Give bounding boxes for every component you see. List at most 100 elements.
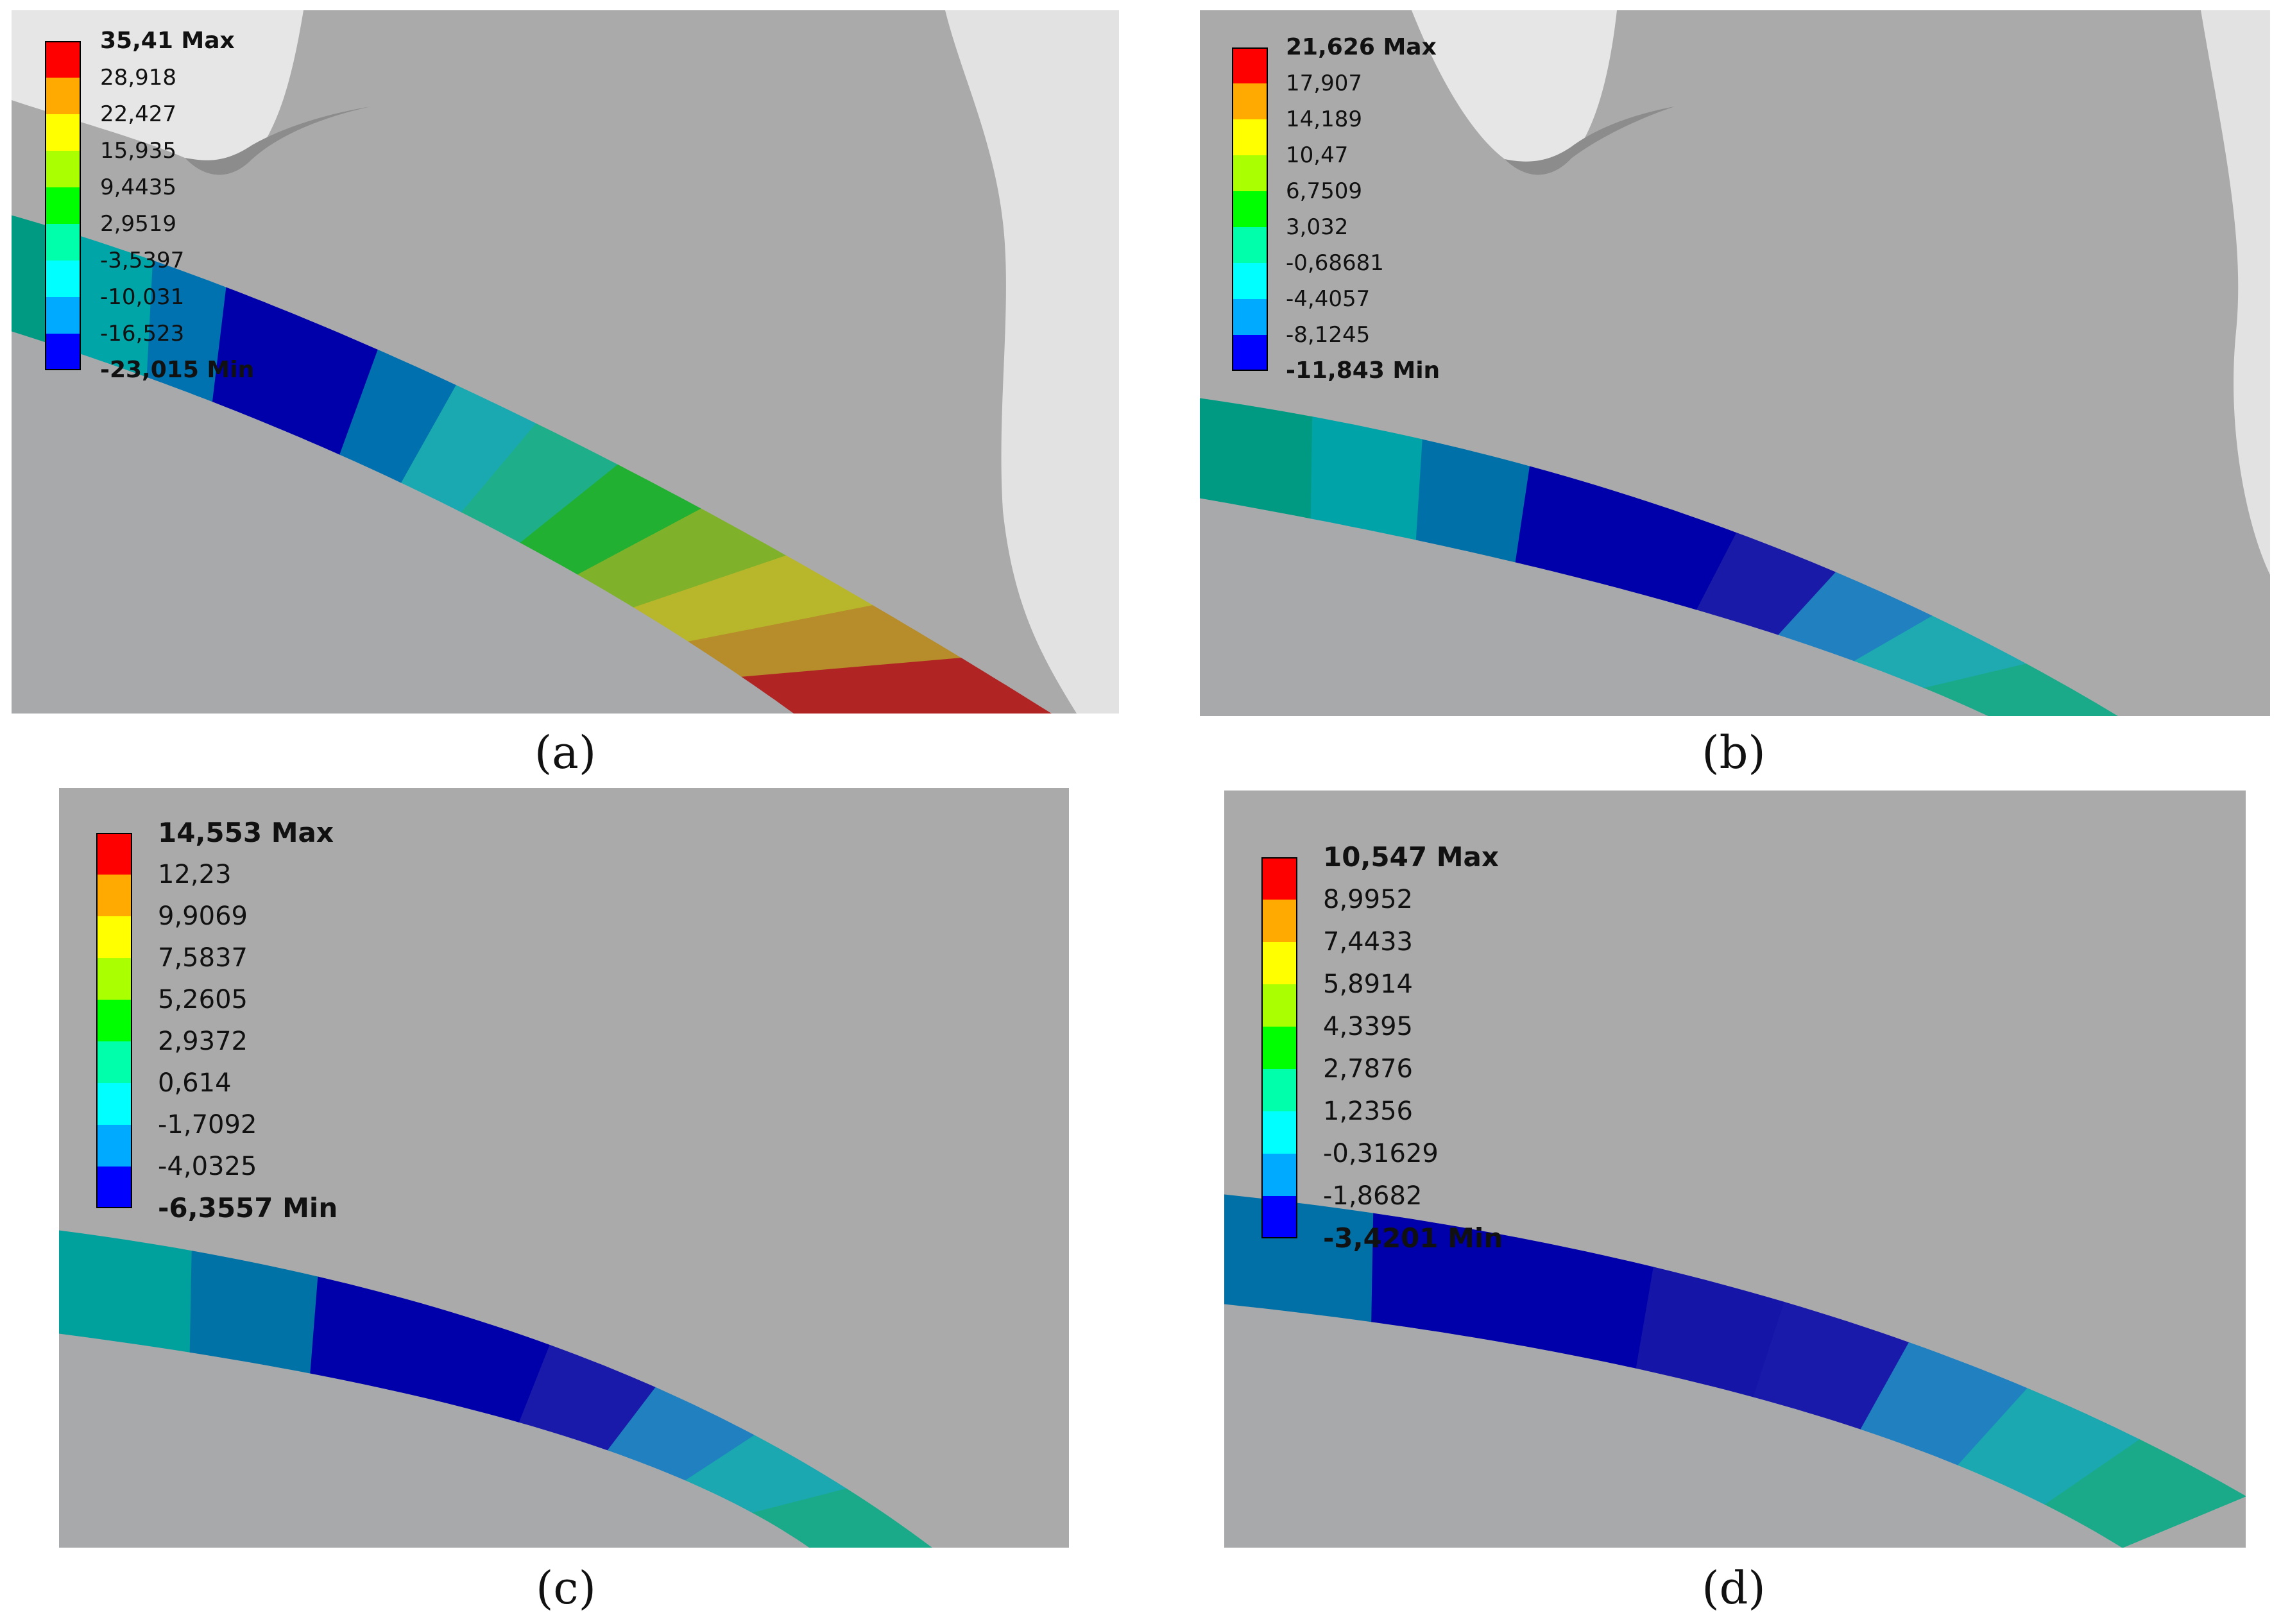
- legend-color-cell: [45, 224, 81, 261]
- legend-min-label: -11,843 Min: [1286, 357, 1440, 384]
- gear-tooth-shadow: [185, 107, 371, 175]
- gear-tooth-right: [945, 10, 1119, 714]
- legend-color-cell: [1232, 119, 1268, 155]
- ring-band: [2044, 1439, 2246, 1548]
- legend-color-cell: [1232, 155, 1268, 191]
- legend-tick-label: 8,9952: [1323, 885, 1413, 914]
- ring-band: [741, 658, 1052, 714]
- legend-color-cell: [1261, 900, 1297, 942]
- legend-color-cell: [96, 833, 132, 875]
- legend-color-cell: [1261, 857, 1297, 900]
- gear-tooth: [1412, 10, 1617, 175]
- ring-band: [1200, 398, 1313, 519]
- caption-a: (a): [534, 726, 597, 779]
- ring-band-group: [1224, 1194, 2246, 1548]
- legend-tick-label: 14,189: [1286, 107, 1362, 132]
- legend-color-cell: [45, 151, 81, 187]
- legend-min-label: -3,4201 Min: [1323, 1222, 1503, 1254]
- contour-plot-b: [1200, 10, 2270, 716]
- legend-tick-label: -16,523: [100, 321, 185, 346]
- legend-tick-label: -8,1245: [1286, 322, 1371, 348]
- legend-color-cell: [45, 261, 81, 297]
- legend-tick-label: 4,3395: [1323, 1012, 1413, 1041]
- legend-max-label: 21,626 Max: [1286, 34, 1437, 60]
- legend-color-cell: [45, 78, 81, 114]
- legend-tick-label: -0,68681: [1286, 250, 1384, 276]
- legend-color-cell: [1232, 263, 1268, 299]
- legend-color-cell: [45, 334, 81, 370]
- legend-color-cell: [1261, 1027, 1297, 1069]
- ring-inner-region: [1200, 498, 1989, 716]
- legend-color-cell: [1232, 47, 1268, 83]
- legend-color-cell: [96, 916, 132, 958]
- legend-tick-label: 10,47: [1286, 142, 1349, 168]
- ring-band-group: [59, 1230, 932, 1548]
- caption-c: (c): [536, 1562, 596, 1614]
- legend-tick-label: -0,31629: [1323, 1139, 1439, 1168]
- legend-color-cell: [1232, 83, 1268, 119]
- legend-color-cell: [1261, 1111, 1297, 1154]
- panel-b: 21,626 Max 17,907 14,189 10,47 6,7509 3,032 -0…: [1200, 10, 2270, 716]
- legend-color-cell: [1261, 942, 1297, 984]
- legend-color-cell: [1232, 227, 1268, 263]
- legend-color-cell: [96, 875, 132, 916]
- legend-tick-label: 5,2605: [158, 985, 248, 1014]
- legend-tick-label: 5,8914: [1323, 970, 1413, 999]
- contour-plot-d: [1224, 791, 2246, 1548]
- gear-tooth-right: [2201, 10, 2270, 575]
- legend-tick-label: -3,5397: [100, 248, 185, 273]
- ring-band-group: [12, 215, 1052, 714]
- legend-min-label: -6,3557 Min: [158, 1192, 338, 1224]
- legend-tick-label: 3,032: [1286, 214, 1349, 240]
- legend-color-cell: [45, 114, 81, 151]
- legend-color-cell: [1261, 1154, 1297, 1196]
- caption-b: (b): [1702, 726, 1766, 779]
- legend-tick-label: 12,23: [158, 860, 232, 889]
- legend-color-cell: [96, 1041, 132, 1083]
- ring-band: [1924, 663, 2118, 716]
- legend-tick-label: 22,427: [100, 101, 176, 127]
- legend-max-label: 14,553 Max: [158, 817, 334, 848]
- legend-color-cell: [96, 1000, 132, 1041]
- ring-inner-region: [12, 331, 794, 714]
- ring-band: [59, 1230, 192, 1353]
- panel-a: 35,41 Max 28,918 22,427 15,935 9,4435 2,9519 -…: [12, 10, 1119, 714]
- panel-c: 14,553 Max 12,23 9,9069 7,5837 5,2605 2,9372 0…: [59, 788, 1069, 1548]
- legend-color-cell: [1232, 191, 1268, 227]
- gear-tooth-shadow: [1505, 107, 1675, 175]
- legend-color-cell: [96, 958, 132, 1000]
- legend-color-cell: [96, 1125, 132, 1167]
- legend-color-cell: [45, 41, 81, 78]
- legend-color-cell: [1261, 1196, 1297, 1238]
- legend-tick-label: 1,2356: [1323, 1097, 1413, 1126]
- legend-tick-label: 9,9069: [158, 902, 248, 931]
- legend-color-cell: [96, 1167, 132, 1208]
- legend-tick-label: -10,031: [100, 284, 185, 310]
- legend-tick-label: 17,907: [1286, 71, 1362, 96]
- legend-color-cell: [45, 187, 81, 224]
- legend-tick-label: -1,8682: [1323, 1181, 1422, 1211]
- legend-min-label: -23,015 Min: [100, 357, 255, 383]
- legend-tick-label: -1,7092: [158, 1110, 257, 1140]
- legend-max-label: 35,41 Max: [100, 28, 235, 54]
- contour-plot-a: [12, 10, 1119, 714]
- legend-tick-label: 2,9519: [100, 211, 176, 237]
- panel-d: 10,547 Max 8,9952 7,4433 5,8914 4,3395 2,7876…: [1224, 791, 2246, 1548]
- ring-band-group: [1200, 398, 2118, 716]
- gear-tooth: [12, 10, 303, 175]
- legend-tick-label: 2,7876: [1323, 1054, 1413, 1084]
- legend-color-cell: [1261, 984, 1297, 1027]
- legend-tick-label: -4,0325: [158, 1152, 257, 1181]
- legend-tick-label: 6,7509: [1286, 178, 1362, 204]
- ring-band: [1224, 1194, 1374, 1322]
- legend-tick-label: 28,918: [100, 65, 176, 90]
- legend-tick-label: 15,935: [100, 138, 176, 164]
- legend-color-cell: [96, 1083, 132, 1125]
- contour-plot-c: [59, 788, 1069, 1548]
- legend-color-cell: [1232, 299, 1268, 335]
- legend-tick-label: 9,4435: [100, 175, 176, 200]
- legend-tick-label: 7,5837: [158, 943, 248, 973]
- legend-max-label: 10,547 Max: [1323, 841, 1499, 873]
- legend-tick-label: 0,614: [158, 1068, 232, 1098]
